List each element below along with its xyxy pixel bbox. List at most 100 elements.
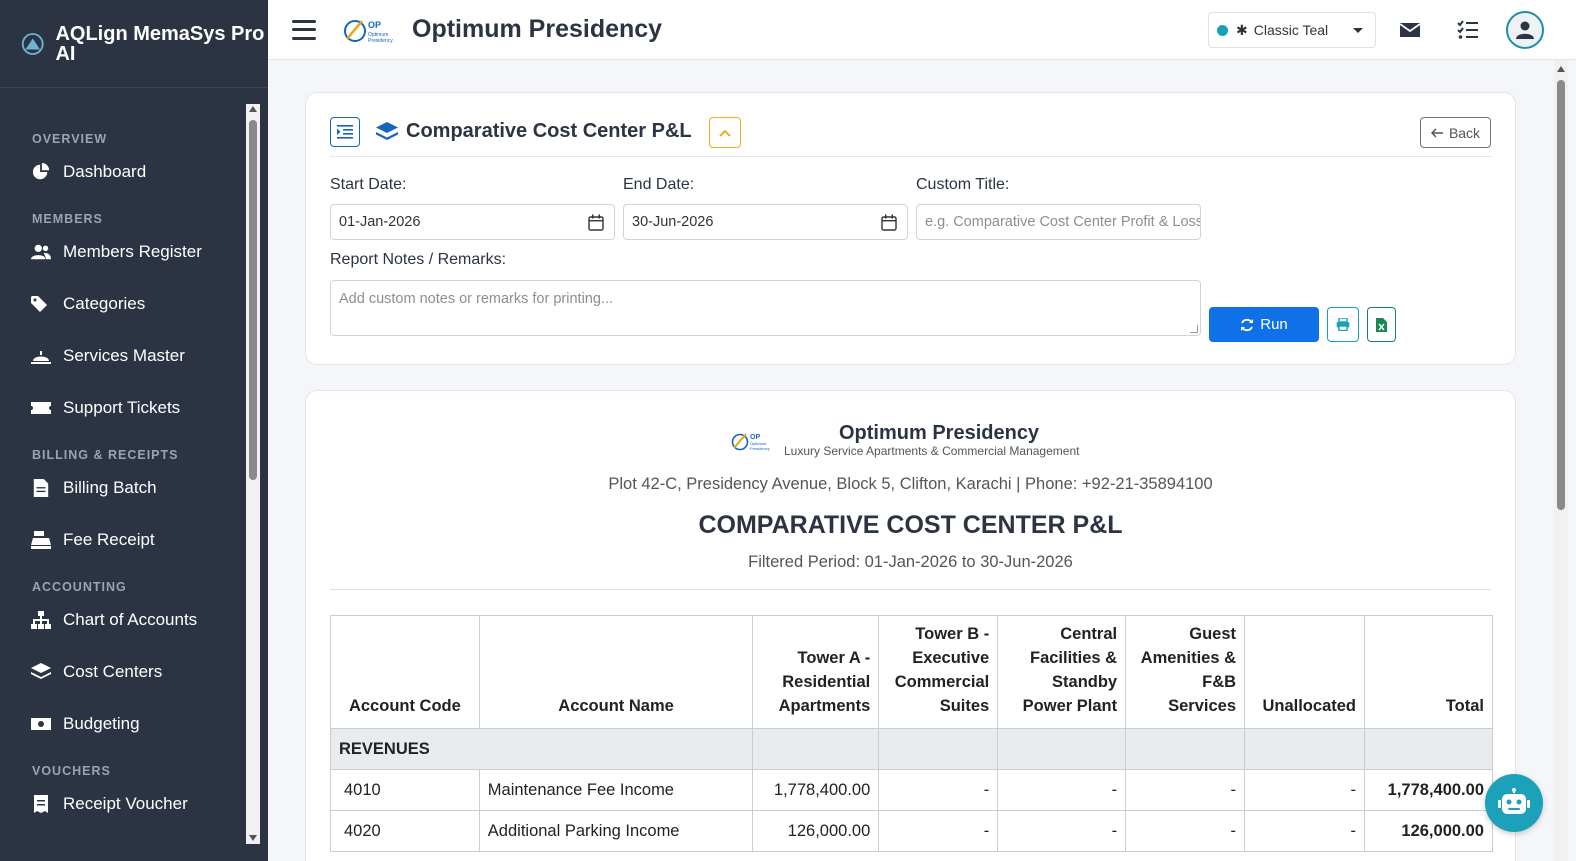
sidebar-item-billing-batch[interactable]: Billing Batch [0,462,246,514]
sidebar-item-label: Support Tickets [63,398,181,417]
sidebar-item-budgeting[interactable]: Budgeting [0,698,246,750]
tags-icon [31,296,47,312]
column-header: Total [1364,615,1493,729]
pie-chart-icon [32,163,50,180]
divider [330,589,1491,590]
users-icon [31,244,51,260]
scroll-down-arrow-icon[interactable] [249,835,257,841]
table-row[interactable]: 4020 Additional Parking Income 126,000.0… [330,810,1493,852]
nav-section-overview: OVERVIEW [32,132,108,146]
layer-group-icon [376,121,398,140]
report-filter-card: Comparative Cost Center P&L Back Start D… [305,92,1516,365]
sidebar-item-support-tickets[interactable]: Support Tickets [0,382,246,434]
amount-central-facilities: - [997,769,1127,811]
svg-text:OP: OP [750,434,760,441]
amount-tower-a: 1,778,400.00 [752,769,880,811]
ticket-icon [31,402,51,414]
sidebar-item-label: Dashboard [63,162,147,181]
sidebar-item-label: Cost Centers [63,662,163,681]
ai-assistant-button[interactable] [1485,774,1543,832]
sidebar-item-label: Billing Batch [63,478,157,497]
table-row[interactable]: 4010 Maintenance Fee Income 1,778,400.00… [330,769,1493,811]
account-code: 4020 [330,810,480,852]
sidebar-item-members-register[interactable]: Members Register [0,226,246,278]
report-tagline: Luxury Service Apartments & Commercial M… [784,444,1080,458]
run-button[interactable]: Run [1209,307,1319,342]
theme-select-value: Classic Teal [1253,22,1329,38]
print-button[interactable] [1327,307,1359,342]
money-bill-icon [31,718,51,730]
sidebar-item-cost-centers[interactable]: Cost Centers [0,646,246,698]
sidebar-item-dashboard[interactable]: Dashboard [0,146,246,198]
company-logo-icon: OP Optimum Presidency [731,433,770,451]
report-title: COMPARATIVE COST CENTER P&L [698,511,1123,539]
user-icon [1516,21,1534,39]
sidebar-item-categories[interactable]: Categories [0,278,246,330]
svg-text:Presidency: Presidency [750,446,770,451]
table-cell [997,728,1127,770]
table-cell [1364,728,1493,770]
table-cell [1244,728,1365,770]
account-name: Maintenance Fee Income [478,769,754,811]
chevron-up-icon [719,129,731,137]
sidebar-scrollbar[interactable] [246,104,260,844]
amount-total: 126,000.00 [1364,810,1493,852]
nav-section-vouchers: VOUCHERS [32,764,111,778]
custom-title-label: Custom Title: [916,176,1010,193]
notes-textarea[interactable]: Add custom notes or remarks for printing… [330,280,1201,336]
sidebar-nav: OVERVIEW Dashboard MEMBERS Members Regis… [0,104,246,844]
report-preview-card: OP Optimum Presidency Optimum Presidency… [305,390,1516,861]
scroll-thumb[interactable] [1557,80,1565,510]
start-date-input[interactable]: 01-Jan-2026 [330,204,615,240]
calendar-icon[interactable] [588,214,604,231]
scroll-thumb[interactable] [249,120,257,480]
card-header: Comparative Cost Center P&L Back [330,117,1491,157]
run-button-label: Run [1260,316,1288,333]
chevron-down-icon [1353,28,1363,33]
sitemap-icon [31,611,51,629]
account-name: Additional Parking Income [478,810,754,852]
export-excel-button[interactable] [1367,307,1396,342]
invoice-icon [33,479,49,497]
sidebar-item-receipt-voucher[interactable]: Receipt Voucher [0,778,246,830]
start-date-value: 01-Jan-2026 [339,214,421,230]
sidebar-toggle-button[interactable] [330,117,360,147]
amount-guest-amenities: - [1125,810,1246,852]
page-scrollbar[interactable] [1554,60,1568,861]
sidebar-item-services-master[interactable]: Services Master [0,330,246,382]
custom-title-input[interactable]: e.g. Comparative Cost Center Profit & Lo… [916,204,1201,240]
arrow-left-icon [1430,127,1443,138]
envelope-icon[interactable] [1398,18,1422,42]
column-header: Account Code [330,615,480,729]
amount-total: 1,778,400.00 [1364,769,1493,811]
collapse-button[interactable] [709,117,741,148]
svg-text:Optimum: Optimum [750,441,767,446]
menu-toggle-icon[interactable] [292,19,316,40]
sidebar-item-fee-receipt[interactable]: Fee Receipt [0,514,246,566]
sidebar-item-label: Members Register [63,242,202,261]
card-title: Comparative Cost Center P&L [376,120,692,143]
back-button[interactable]: Back [1420,117,1491,148]
page-title: Optimum Presidency [412,15,663,43]
scroll-up-arrow-icon[interactable] [249,106,257,112]
scroll-up-arrow-icon[interactable] [1557,66,1565,72]
sidebar-item-label: Receipt Voucher [63,794,188,813]
column-header: Unallocated [1244,615,1365,729]
nav-section-accounting: ACCOUNTING [32,580,127,594]
sidebar: AQLign MemaSys Pro AI OVERVIEW Dashboard… [0,0,268,861]
end-date-input[interactable]: 30-Jun-2026 [623,204,908,240]
section-row: REVENUES [329,728,1493,770]
resize-handle-icon[interactable] [1190,325,1198,333]
file-excel-icon [1376,317,1387,332]
sidebar-item-label: Chart of Accounts [63,610,198,629]
printer-icon [1336,318,1350,331]
column-header: Guest Amenities & F&B Services [1125,615,1246,729]
bell-concierge-icon [31,351,51,364]
user-avatar[interactable] [1506,11,1544,49]
brand[interactable]: AQLign MemaSys Pro AI [0,0,268,88]
calendar-icon[interactable] [881,214,897,231]
sidebar-item-label: Budgeting [63,714,140,733]
tasks-icon[interactable] [1456,18,1480,42]
theme-select[interactable]: ✱ Classic Teal [1208,12,1376,48]
sidebar-item-chart-of-accounts[interactable]: Chart of Accounts [0,594,246,646]
